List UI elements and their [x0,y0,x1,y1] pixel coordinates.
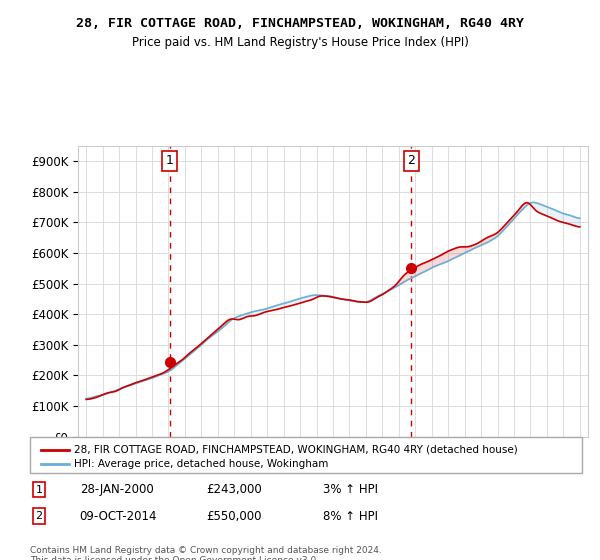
Text: 28, FIR COTTAGE ROAD, FINCHAMPSTEAD, WOKINGHAM, RG40 4RY (detached house): 28, FIR COTTAGE ROAD, FINCHAMPSTEAD, WOK… [74,445,518,455]
Text: 1: 1 [35,484,43,494]
Text: 09-OCT-2014: 09-OCT-2014 [80,510,157,522]
Text: Contains HM Land Registry data © Crown copyright and database right 2024.
This d: Contains HM Land Registry data © Crown c… [30,546,382,560]
Text: HPI: Average price, detached house, Wokingham: HPI: Average price, detached house, Woki… [74,459,329,469]
Text: £243,000: £243,000 [206,483,262,496]
Text: £550,000: £550,000 [206,510,262,522]
Text: 3% ↑ HPI: 3% ↑ HPI [323,483,377,496]
FancyBboxPatch shape [30,437,582,473]
Text: 28-JAN-2000: 28-JAN-2000 [80,483,154,496]
Text: 1: 1 [166,155,174,167]
Text: 2: 2 [407,155,415,167]
Text: Price paid vs. HM Land Registry's House Price Index (HPI): Price paid vs. HM Land Registry's House … [131,36,469,49]
Text: 8% ↑ HPI: 8% ↑ HPI [323,510,377,522]
Text: 2: 2 [35,511,43,521]
Text: 28, FIR COTTAGE ROAD, FINCHAMPSTEAD, WOKINGHAM, RG40 4RY: 28, FIR COTTAGE ROAD, FINCHAMPSTEAD, WOK… [76,17,524,30]
